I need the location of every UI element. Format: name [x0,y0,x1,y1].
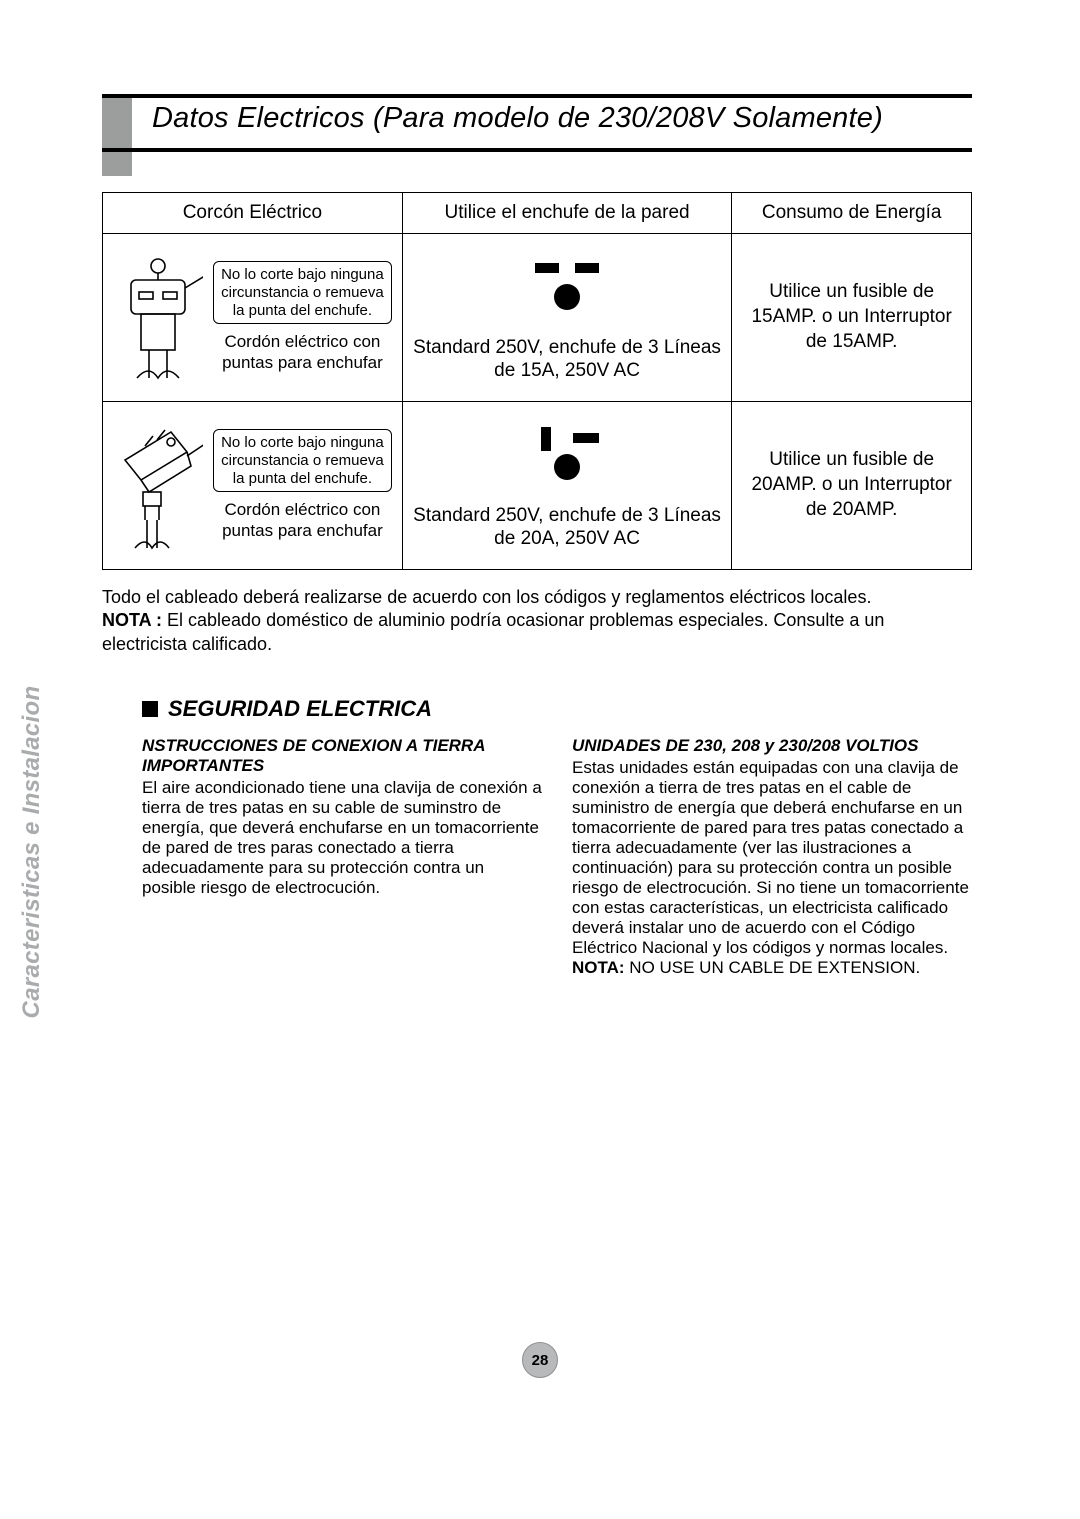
page-number: 28 [532,1352,549,1369]
title-bar: Datos Electricos (Para modelo de 230/208… [102,94,972,156]
section-heading-text: SEGURIDAD ELECTRICA [168,696,432,722]
plug-note-15a: No lo corte bajo ninguna circunstancia o… [213,261,392,324]
table-header-row: Corcón Eléctrico Utilice el enchufe de l… [103,193,972,234]
electrical-table: Corcón Eléctrico Utilice el enchufe de l… [102,192,972,570]
bullet-square-icon [142,701,158,717]
plug-icon-15a [113,244,203,391]
right-body: Estas unidades están equipadas con una c… [572,758,972,958]
left-column: NSTRUCCIONES DE CONEXION A TIERRA IMPORT… [142,736,542,979]
wiring-note-line1: Todo el cableado deberá realizarse de ac… [102,586,972,609]
header-cell-cord: Corcón Eléctrico [103,193,403,234]
plug-note-20a: No lo corte bajo ninguna circunstancia o… [213,429,392,492]
header-cell-energy: Consumo de Energía [732,193,972,234]
title-rule-bottom [102,148,972,152]
nota-text: El cableado doméstico de aluminio podría… [102,610,884,653]
right-nota: NOTA: NO USE UN CABLE DE EXTENSION. [572,958,972,978]
outlet-icon-15a [517,252,617,322]
side-tab: Caracteristicas e Instalacion [12,668,52,1048]
below-table-text: Todo el cableado deberá realizarse de ac… [102,586,972,656]
outlet-cell-15a: Standard 250V, enchufe de 3 Líneas de 15… [413,242,721,392]
wiring-note-line2: NOTA : El cableado doméstico de aluminio… [102,609,972,656]
plug-caption-20a: Cordón eléctrico con puntas para enchufa… [213,500,392,541]
section-heading: SEGURIDAD ELECTRICA [142,696,972,722]
right-column: UNIDADES DE 230, 208 y 230/208 VOLTIOS E… [572,736,972,979]
outlet-caption-20a: Standard 250V, enchufe de 3 Líneas de 20… [413,504,721,552]
outlet-caption-15a: Standard 250V, enchufe de 3 Líneas de 15… [413,336,721,384]
table-row: No lo corte bajo ninguna circunstancia o… [103,233,972,401]
nota-label: NOTA : [102,610,162,630]
plug-cell-20a: No lo corte bajo ninguna circunstancia o… [113,410,392,560]
plug-cell-15a: No lo corte bajo ninguna circunstancia o… [113,242,392,392]
plug-caption-15a: Cordón eléctrico con puntas para enchufa… [213,332,392,373]
title-rule-top [102,94,972,98]
title-accent-block [102,98,132,176]
outlet-icon-20a [517,420,617,490]
left-body: El aire acondicionado tiene una clavija … [142,778,542,898]
right-nota-label: NOTA: [572,958,625,977]
plug-icon-20a [113,412,203,559]
page-number-badge: 28 [522,1342,558,1378]
right-subheading: UNIDADES DE 230, 208 y 230/208 VOLTIOS [572,736,972,756]
page-content: Datos Electricos (Para modelo de 230/208… [102,94,972,978]
outlet-cell-20a: Standard 250V, enchufe de 3 Líneas de 20… [413,410,721,560]
energy-text-20a: Utilice un fusible de 20AMP. o un Interr… [742,448,961,522]
side-tab-label: Caracteristicas e Instalacion [18,682,46,1022]
header-cell-outlet: Utilice el enchufe de la pared [402,193,731,234]
right-nota-text: NO USE UN CABLE DE EXTENSION. [625,958,921,977]
table-row: No lo corte bajo ninguna circunstancia o… [103,401,972,569]
left-subheading: NSTRUCCIONES DE CONEXION A TIERRA IMPORT… [142,736,542,776]
page-title: Datos Electricos (Para modelo de 230/208… [152,102,883,135]
energy-text-15a: Utilice un fusible de 15AMP. o un Interr… [742,280,961,354]
two-column-body: NSTRUCCIONES DE CONEXION A TIERRA IMPORT… [142,736,972,979]
